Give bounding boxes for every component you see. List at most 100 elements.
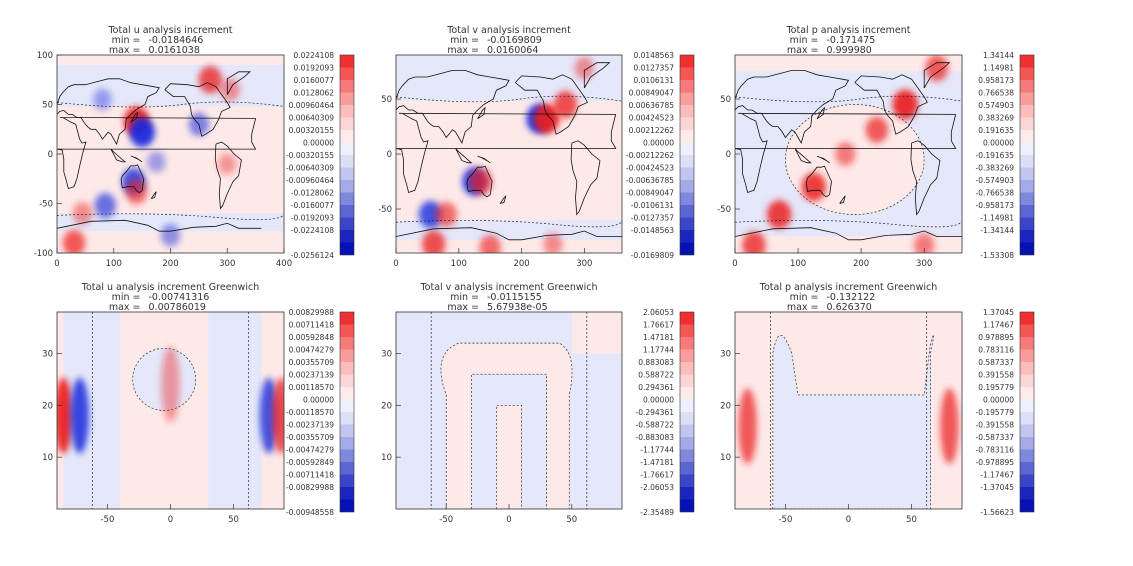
chart-title: Total u analysis increment Greenwich: [81, 282, 259, 293]
colorbar-swatch: [680, 67, 694, 80]
coastline: [150, 191, 157, 199]
min-label: min =: [112, 35, 141, 46]
colorbar-swatch: [340, 155, 354, 168]
x-tick-label: 50: [906, 515, 917, 525]
colorbar-swatch: [340, 399, 354, 412]
colorbar-swatch: [340, 67, 354, 80]
colorbar-label: -1.56623: [980, 508, 1014, 517]
colorbar-label: 0.00000: [643, 396, 674, 405]
colorbar-swatch: [340, 92, 354, 105]
colorbar-label: -0.0160077: [291, 201, 334, 210]
colorbar-label: 0.00960464: [289, 101, 335, 110]
coastline: [735, 70, 850, 145]
colorbar-swatch: [680, 105, 694, 118]
max-value: 0.0160064: [487, 45, 538, 56]
colorbar-swatch: [1020, 362, 1034, 375]
coastline: [57, 78, 160, 146]
positive-increment-blob: [272, 377, 284, 454]
negative-increment-blob: [147, 151, 166, 173]
positive-increment-blob: [72, 202, 93, 225]
colorbar-label: 0.00424523: [629, 114, 675, 123]
coastline: [477, 106, 486, 120]
positive-increment-blob: [574, 56, 594, 80]
colorbar-label: -0.191635: [976, 151, 1015, 160]
x-tick-label: 50: [566, 515, 577, 525]
x-tick-label: 0: [54, 259, 59, 269]
colorbar-label: 0.00118570: [289, 383, 335, 392]
chart-panel: Total v analysis increment Greenwichmin …: [381, 282, 695, 525]
x-tick-label: 300: [576, 259, 592, 269]
colorbar-swatch: [680, 462, 694, 475]
colorbar-swatch: [680, 205, 694, 218]
positive-increment-blob: [738, 388, 757, 464]
chart-title: Total v analysis increment Greenwich: [419, 282, 597, 293]
colorbar-label: -0.0148563: [631, 226, 674, 235]
colorbar-label: 0.0127357: [633, 64, 674, 73]
colorbar-swatch: [680, 142, 694, 155]
colorbar-label: 0.0192093: [293, 64, 334, 73]
colorbar-swatch: [1020, 412, 1034, 425]
y-tick-label: 50: [720, 95, 731, 105]
positive-increment-blob: [435, 202, 457, 227]
colorbar-label: -0.383269: [976, 164, 1015, 173]
negative-increment-blob: [94, 193, 116, 218]
zero-contour: [57, 101, 284, 108]
colorbar-swatch: [340, 205, 354, 218]
colorbar-swatch: [680, 192, 694, 205]
y-tick-label: 0: [387, 150, 392, 160]
positive-increment-blob: [865, 116, 889, 143]
colorbar-swatch: [340, 230, 354, 243]
colorbar-label: 1.14981: [983, 64, 1014, 73]
min-value: -0.0115155: [487, 292, 542, 303]
chart-title: Total u analysis increment: [107, 25, 232, 36]
colorbar-swatch: [340, 412, 354, 425]
colorbar-label: -0.294361: [636, 408, 675, 417]
x-tick-label: 200: [853, 259, 869, 269]
y-tick-label: 0: [726, 150, 731, 160]
colorbar-swatch: [680, 92, 694, 105]
colorbar-swatch: [680, 399, 694, 412]
colorbar-label: -1.14981: [980, 214, 1014, 223]
x-tick-label: 400: [276, 259, 292, 269]
positive-increment-blob: [62, 230, 86, 253]
colorbar-label: -0.00960464: [286, 176, 334, 185]
positive-increment-blob: [892, 89, 919, 120]
colorbar-swatch: [340, 449, 354, 462]
colorbar-label: -1.53308: [980, 251, 1014, 260]
colorbar-label: -1.37045: [980, 483, 1014, 492]
colorbar-swatch: [680, 412, 694, 425]
x-tick-label: 100: [451, 259, 467, 269]
colorbar-frame: [1019, 54, 1035, 256]
colorbar-swatch: [1020, 474, 1034, 487]
colorbar-swatch: [1020, 337, 1034, 350]
y-tick-label: 20: [720, 401, 731, 411]
zero-contour: [57, 213, 284, 220]
colorbar-label: -0.00636785: [626, 176, 674, 185]
y-tick-label: -50: [378, 205, 392, 215]
colorbar-swatch: [1020, 105, 1034, 118]
colorbar-swatch: [1020, 387, 1034, 400]
colorbar-swatch: [340, 142, 354, 155]
y-tick-label: 10: [381, 453, 392, 463]
plot-area: [57, 312, 284, 509]
colorbar-frame: [339, 54, 355, 256]
x-tick-label: 0: [393, 259, 398, 269]
colorbar-swatch: [1020, 205, 1034, 218]
colorbar-swatch: [1020, 424, 1034, 437]
colorbar-swatch: [680, 217, 694, 230]
colorbar-label: 1.34144: [983, 51, 1014, 60]
colorbar-label: -0.883083: [636, 433, 675, 442]
colorbar-swatch: [1020, 155, 1034, 168]
y-tick-label: 30: [720, 349, 731, 359]
positive-increment-blob: [925, 55, 949, 82]
colorbar-label: -0.00118570: [286, 408, 334, 417]
colorbar-label: -0.00424523: [626, 164, 674, 173]
x-tick-label: 0: [846, 515, 851, 525]
colorbar-label: 0.00711418: [289, 321, 335, 330]
colorbar-swatch: [680, 499, 694, 512]
colorbar-swatch: [340, 192, 354, 205]
colorbar-label: 0.588722: [638, 371, 674, 380]
colorbar-label: -0.00849047: [626, 189, 674, 198]
y-tick-label: 100: [37, 51, 53, 61]
